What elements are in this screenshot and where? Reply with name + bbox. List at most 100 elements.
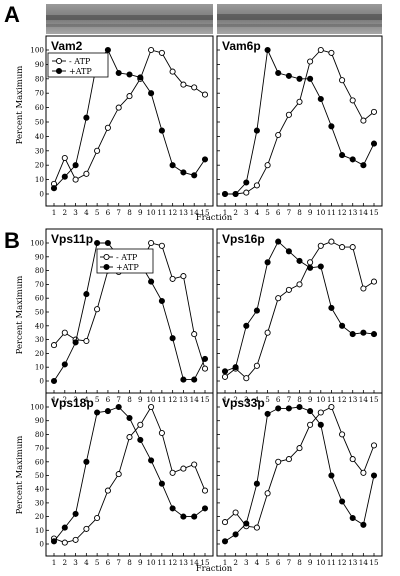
data-point-plus-atp-vam2 <box>137 74 144 81</box>
x-tick-label-vam2: 7 <box>116 208 121 217</box>
legend-minus-label-b: - ATP <box>116 253 138 262</box>
y-tick-label-vps11p: 70 <box>35 280 45 289</box>
data-point-plus-atp-vam2 <box>115 69 122 77</box>
data-point-plus-atp-vps11p <box>83 291 90 298</box>
data-point-plus-atp-vam2 <box>169 162 176 169</box>
x-tick-label-vps18p: 8 <box>127 558 132 567</box>
data-point-minus-atp-vam2 <box>148 46 155 54</box>
data-point-minus-atp-vam6p <box>349 97 356 104</box>
data-point-minus-atp-vps11p <box>191 331 198 338</box>
series-line-plus-atp-vam6p <box>225 48 375 195</box>
series-line-minus-atp-vps18p <box>53 406 206 544</box>
data-point-plus-atp-vps16p <box>221 368 229 375</box>
y-tick-label-vps18p: 50 <box>35 471 45 480</box>
data-point-plus-atp-vps33p <box>232 531 239 538</box>
x-tick-label-vps11p: 3 <box>73 395 78 404</box>
x-tick-label-vam6p: 6 <box>276 208 281 217</box>
x-tick-label-vps33p: 9 <box>308 558 313 567</box>
y-tick-label-vps11p: 90 <box>35 252 45 261</box>
data-point-minus-atp-vam2 <box>126 93 133 100</box>
blot-strip-vam2 <box>46 4 213 34</box>
data-point-plus-atp-vps18p <box>126 414 133 422</box>
legend-plus-label-b: +ATP <box>116 263 139 272</box>
x-tick-label-vam6p: 3 <box>244 208 249 217</box>
data-point-plus-atp-vps33p <box>296 403 303 411</box>
data-point-minus-atp-vam2 <box>94 147 101 154</box>
data-point-minus-atp-vam2 <box>115 104 122 111</box>
data-point-plus-atp-vps33p <box>253 480 260 487</box>
data-point-plus-atp-vps33p <box>360 521 367 528</box>
data-point-plus-atp-vps18p <box>180 513 187 520</box>
x-tick-label-vps18p: 6 <box>106 558 111 567</box>
ylabel-text-b-bottom: Percent Maximum <box>15 436 25 515</box>
data-point-minus-atp-vps18p <box>191 461 198 468</box>
data-point-minus-atp-vam2 <box>201 91 209 98</box>
x-tick-label-vps18p: 4 <box>84 558 89 567</box>
y-tick-label-vam2: 0 <box>39 190 44 199</box>
data-point-minus-atp-vps18p <box>126 434 133 441</box>
x-tick-label-vam2: 14 <box>190 208 200 217</box>
data-point-minus-atp-vam6p <box>253 182 260 189</box>
data-point-minus-atp-vps33p <box>221 519 229 526</box>
x-tick-label-vps33p: 11 <box>327 558 336 567</box>
x-tick-label-vam6p: 7 <box>287 208 292 217</box>
x-tick-label-vps11p: 10 <box>146 395 156 404</box>
data-point-minus-atp-vps33p <box>328 403 335 411</box>
data-point-plus-atp-vps11p <box>201 355 209 362</box>
data-point-minus-atp-vps16p <box>253 362 260 369</box>
chart-title-vam6p: Vam6p <box>222 39 261 53</box>
y-tick-label-vps18p: 80 <box>35 430 45 439</box>
y-tick-label-vps18p: 100 <box>30 403 44 412</box>
legend-panel-a: - ATP +ATP <box>47 52 109 78</box>
x-tick-label-vam2: 9 <box>138 208 143 217</box>
data-point-plus-atp-vps11p <box>148 278 155 285</box>
data-point-plus-atp-vps33p <box>264 410 271 417</box>
y-tick-label-vps18p: 20 <box>35 512 45 521</box>
data-point-plus-atp-vam2 <box>158 127 165 134</box>
data-point-minus-atp-vps18p <box>201 487 209 494</box>
data-point-minus-atp-vps16p <box>275 295 282 302</box>
data-point-plus-atp-vam6p <box>296 75 303 82</box>
x-tick-label-vps33p: 1 <box>223 558 228 567</box>
data-point-plus-atp-vps33p <box>275 405 282 412</box>
data-point-plus-atp-vps16p <box>264 259 271 266</box>
data-point-minus-atp-vps16p <box>370 278 378 285</box>
x-tick-label-vps16p: 10 <box>316 395 326 404</box>
data-point-minus-atp-vps18p <box>169 469 176 476</box>
x-tick-label-vps11p: 2 <box>62 395 67 404</box>
x-tick-label-vps16p: 8 <box>297 395 302 404</box>
panel-letter-a: A <box>4 2 20 27</box>
x-tick-label-vps18p: 5 <box>95 558 100 567</box>
data-point-plus-atp-vps18p <box>148 457 155 464</box>
data-point-minus-atp-vps18p <box>148 403 155 411</box>
y-tick-label-vps11p: 20 <box>35 349 45 358</box>
data-point-minus-atp-vps16p <box>264 329 271 336</box>
data-point-minus-atp-vam2 <box>169 68 176 75</box>
data-point-plus-atp-vps16p <box>232 364 239 371</box>
data-point-minus-atp-vps16p <box>307 259 314 266</box>
x-tick-label-vps33p: 14 <box>359 558 369 567</box>
data-point-plus-atp-vps18p <box>115 403 122 411</box>
x-tick-label-vps33p: 10 <box>316 558 326 567</box>
x-tick-label-vps16p: 15 <box>369 395 379 404</box>
plot-frame-vam6p <box>216 35 383 207</box>
data-point-minus-atp-vps18p <box>137 421 144 428</box>
y-tick-label-vps11p: 100 <box>30 239 44 248</box>
data-point-minus-atp-vps33p <box>370 442 378 449</box>
data-point-minus-atp-vps18p <box>158 429 165 437</box>
data-point-plus-atp-vps33p <box>317 421 324 428</box>
x-tick-label-vam2: 2 <box>62 208 67 217</box>
data-point-plus-atp-vps16p <box>370 331 378 338</box>
x-tick-label-vps18p: 3 <box>73 558 78 567</box>
chart-title-vps33p: Vps33p <box>222 396 265 410</box>
data-point-minus-atp-vps11p <box>201 365 209 372</box>
data-point-plus-atp-vps18p <box>158 480 165 487</box>
data-point-minus-atp-vam6p <box>339 77 346 84</box>
data-point-plus-atp-vps11p <box>94 239 101 247</box>
x-tick-label-vps18p: 13 <box>179 558 189 567</box>
data-point-minus-atp-vps33p <box>296 445 303 452</box>
data-point-minus-atp-vps33p <box>307 421 314 428</box>
y-tick-label-vps18p: 0 <box>39 540 44 549</box>
data-point-minus-atp-vps33p <box>275 458 282 465</box>
